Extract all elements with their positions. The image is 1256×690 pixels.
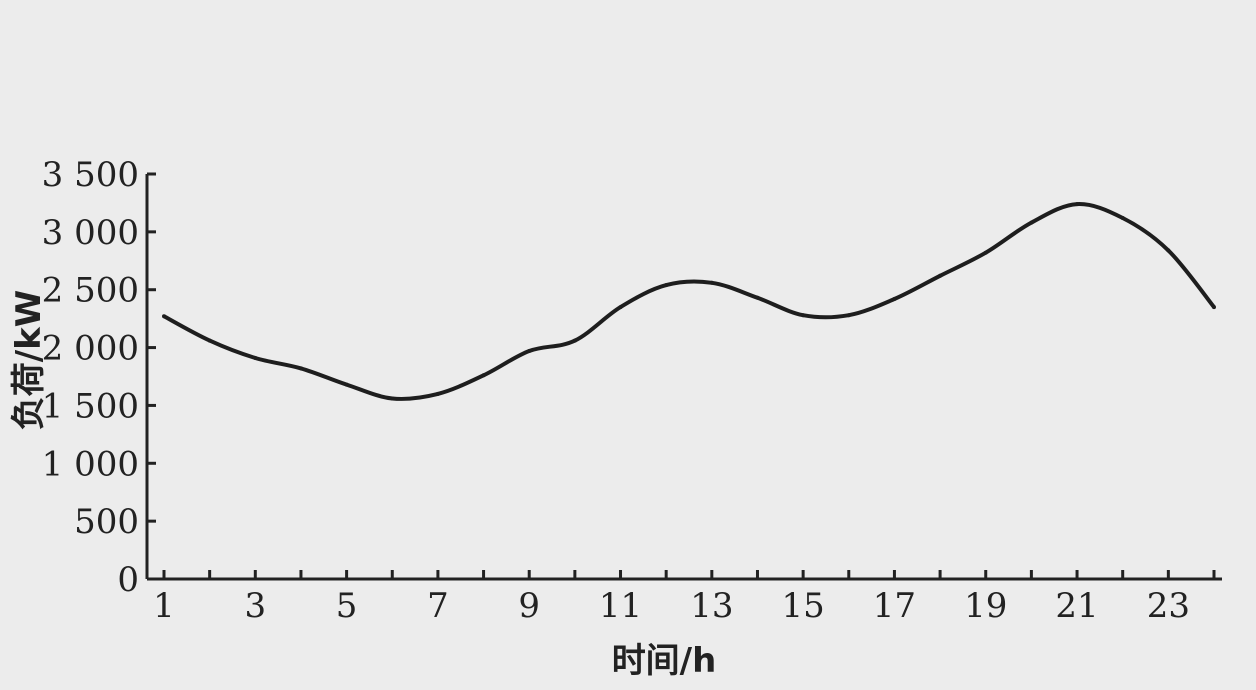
x-tick-label: 21 xyxy=(1055,586,1098,626)
load-data-point xyxy=(892,297,897,301)
load-data-point xyxy=(572,338,577,343)
load-data-point xyxy=(527,349,532,353)
load-data-point xyxy=(618,305,623,310)
load-data-point xyxy=(253,356,258,360)
y-axis: 0 500 1 000 1 500 2 000 2 500 3 000 3 500 xyxy=(42,155,156,600)
load-data-point xyxy=(162,314,166,319)
x-tick-label: 13 xyxy=(690,586,733,626)
load-series-line xyxy=(163,202,1216,401)
y-tick-label: 2 000 xyxy=(42,329,139,369)
y-tick-label: 500 xyxy=(74,502,139,542)
y-axis-title: 负荷/kW xyxy=(9,290,49,431)
y-tick-label: 1 000 xyxy=(42,444,139,484)
load-data-point xyxy=(207,338,212,343)
load-data-point xyxy=(938,273,943,278)
x-tick-label: 3 xyxy=(244,586,266,626)
load-data-point xyxy=(1029,220,1034,225)
load-data-point xyxy=(664,283,669,288)
load-data-point xyxy=(481,373,486,378)
load-data-point xyxy=(299,366,303,371)
load-data-point xyxy=(1075,202,1079,207)
x-tick-label: 11 xyxy=(599,586,642,626)
load-data-point xyxy=(983,250,988,255)
x-tick-label: 15 xyxy=(781,586,824,626)
load-data-point xyxy=(344,382,349,387)
y-tick-label: 3 000 xyxy=(42,213,139,253)
y-tick-label: 3 500 xyxy=(42,155,139,195)
load-data-point xyxy=(1212,305,1216,310)
load-data-point xyxy=(390,396,395,401)
load-data-point xyxy=(435,391,440,396)
y-tick-label: 1 500 xyxy=(42,386,139,426)
load-data-point xyxy=(1120,216,1125,220)
x-tick-label: 9 xyxy=(518,586,540,626)
x-tick-label: 19 xyxy=(964,586,1007,626)
load-data-point xyxy=(1166,248,1171,253)
load-data-point xyxy=(801,313,806,318)
x-tick-label: 7 xyxy=(427,586,449,626)
x-axis: 1 3 5 7 9 11 13 15 17 19 21 23 xyxy=(147,570,1222,626)
x-tick-label: 1 xyxy=(153,586,175,626)
x-tick-label: 17 xyxy=(873,586,916,626)
x-axis-title: 时间/h xyxy=(612,641,717,681)
series-group xyxy=(162,202,1216,401)
y-tick-label: 0 xyxy=(117,560,139,600)
x-tick-label: 23 xyxy=(1147,586,1190,626)
x-tick-label: 5 xyxy=(336,586,358,626)
y-tick-label: 2 500 xyxy=(42,271,139,311)
load-data-point xyxy=(755,295,760,300)
load-data-point xyxy=(709,280,714,285)
load-data-point xyxy=(846,313,851,318)
